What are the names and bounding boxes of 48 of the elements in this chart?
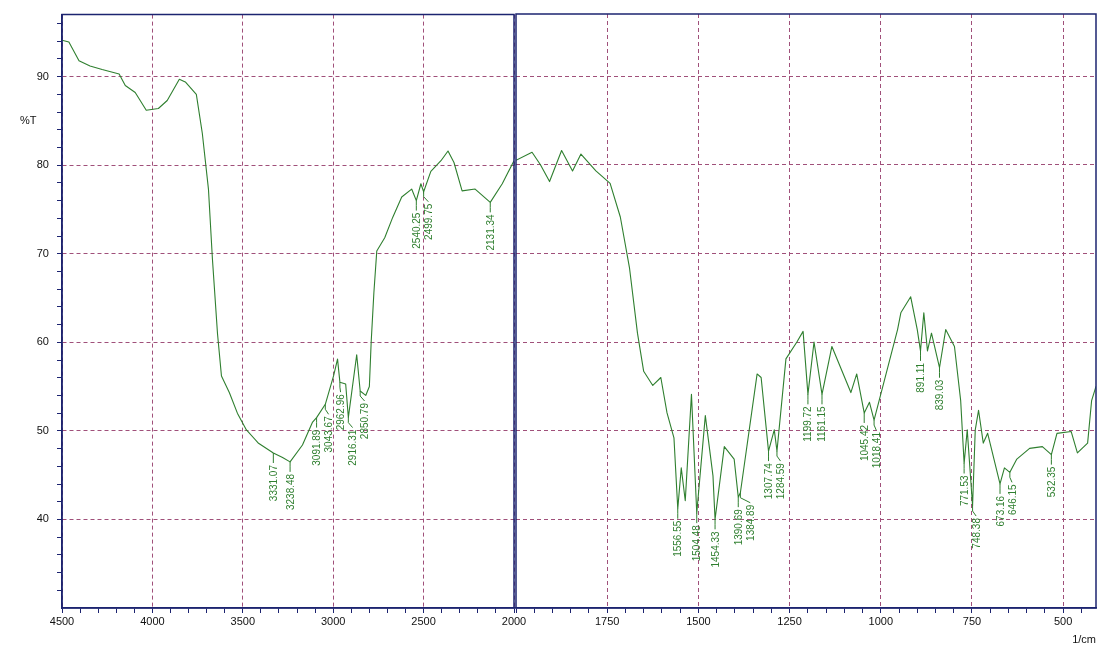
x-tick-label: 500 — [1053, 614, 1073, 627]
x-tick-label: 1750 — [594, 614, 620, 627]
annotation: 1161.15 — [816, 405, 828, 442]
annotation: 2131.34 — [484, 213, 496, 251]
y-tick-label: 70 — [36, 246, 49, 259]
annotation: 1556.55 — [672, 520, 684, 557]
x-tick-label: 2500 — [411, 614, 436, 627]
annotation: 839.03 — [934, 379, 945, 411]
annotation: 3331.07 — [267, 464, 279, 502]
x-tick-label: 1250 — [777, 614, 802, 627]
annotation: 2916.31 — [347, 429, 359, 466]
x-tick-label: 3000 — [320, 614, 346, 627]
annotation: 771.53 — [958, 475, 970, 507]
y-tick-label: 50 — [36, 423, 49, 436]
y-axis-title: %T — [20, 113, 37, 126]
annotation: 1504.48 — [691, 524, 703, 562]
x-tick-label: 1000 — [868, 614, 894, 627]
annotation: 2540.25 — [410, 212, 422, 249]
x-tick-label: 4500 — [49, 614, 75, 627]
annotation: 2850.79 — [359, 402, 371, 440]
annotation: 532.35 — [1045, 466, 1057, 498]
y-tick-label: 60 — [36, 335, 49, 348]
annotation: 3091.89 — [311, 429, 323, 466]
y-tick-label: 90 — [36, 69, 49, 82]
x-tick-label: 4000 — [140, 614, 165, 627]
y-tick-label: 40 — [36, 512, 49, 525]
annotation: 1199.72 — [802, 405, 814, 442]
x-tick-label: 3500 — [230, 614, 256, 627]
annotation: 3238.48 — [284, 473, 296, 511]
annotation: 1390.69 — [732, 508, 744, 546]
annotation: 1307.74 — [763, 462, 775, 500]
x-tick-label: 1500 — [686, 614, 711, 627]
x-tick-label: 2000 — [501, 614, 527, 627]
x-axis-title: 1/cm — [1072, 632, 1096, 645]
x-tick-label: 750 — [962, 614, 982, 627]
annotation: 646.15 — [1006, 483, 1018, 515]
annotation: 1384.89 — [744, 504, 756, 541]
annotation: 1018.41 — [870, 431, 882, 469]
annotation: 3043.67 — [323, 415, 335, 453]
annotation: 748.38 — [970, 517, 982, 549]
annotation: 891.11 — [915, 362, 926, 393]
annotation: 1284.59 — [775, 462, 787, 500]
annotation: 2962.96 — [335, 393, 347, 431]
annotation: 1045.42 — [858, 424, 870, 462]
y-tick-label: 80 — [36, 158, 49, 171]
annotation: 673.16 — [994, 495, 1006, 527]
annotation: 1454.33 — [709, 530, 721, 568]
annotation: 2499.75 — [422, 203, 434, 240]
